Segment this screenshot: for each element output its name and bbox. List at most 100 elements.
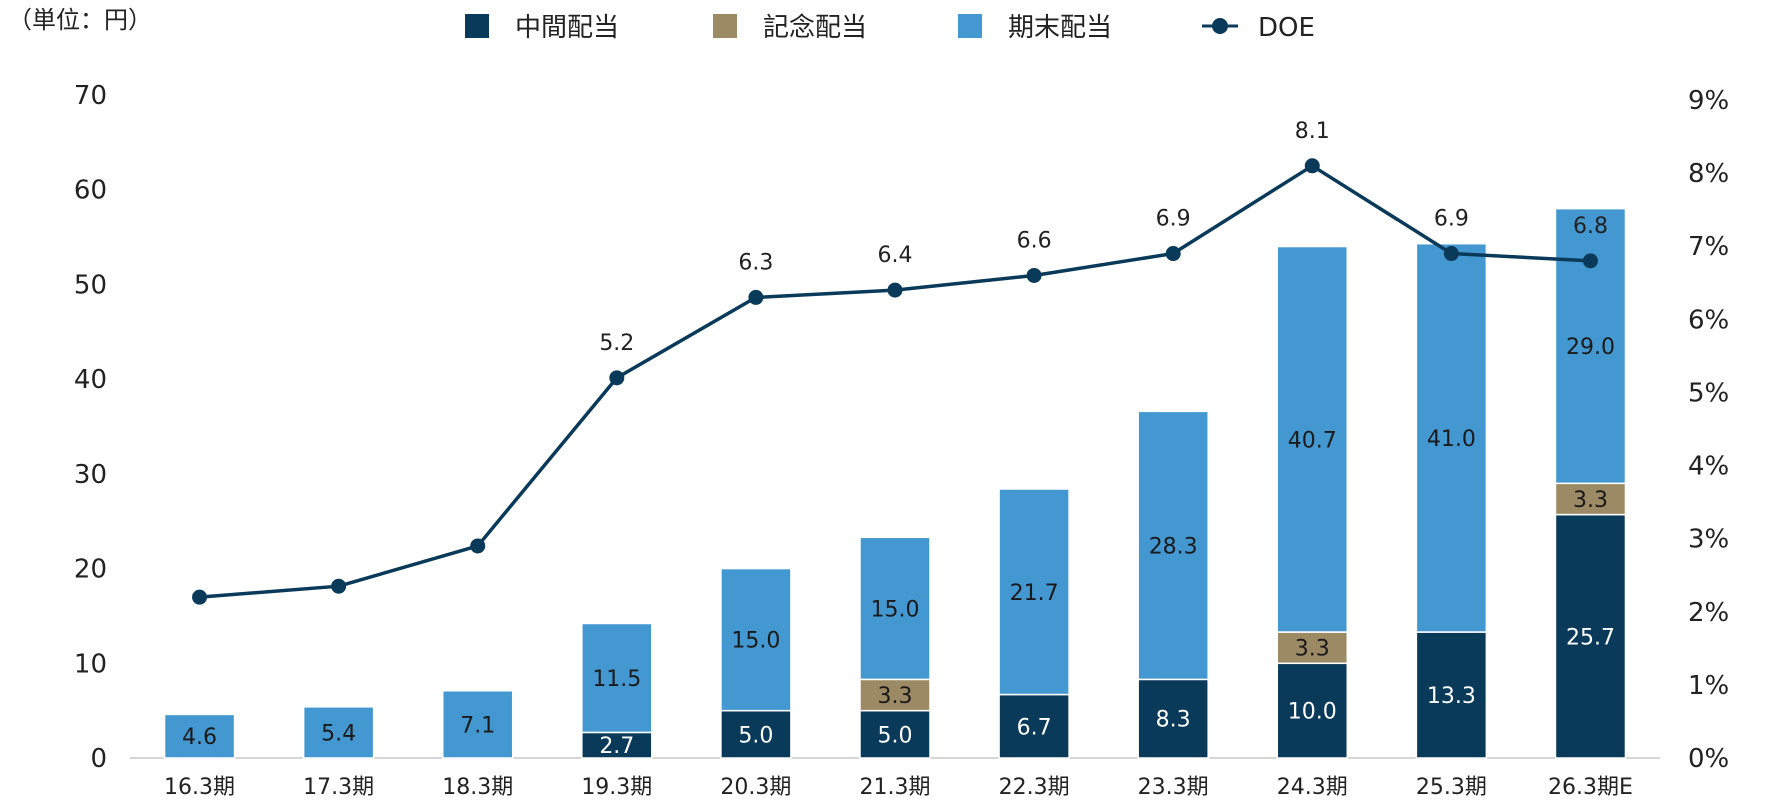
bar-segment <box>163 713 236 759</box>
bar-value-label: 3.3 <box>1295 637 1330 662</box>
doe-value-label: 8.1 <box>1295 119 1330 144</box>
bar-segment <box>1276 245 1349 633</box>
bar-segment <box>859 536 931 681</box>
x-category-label: 24.3期 <box>1277 775 1348 800</box>
bar-value-label: 5.4 <box>321 721 356 746</box>
bar-segment <box>998 488 1070 696</box>
x-category-label: 22.3期 <box>999 775 1070 800</box>
legend-label-4: DOE <box>1258 13 1315 43</box>
y-right-tick-label: 6% <box>1688 305 1729 335</box>
bar-value-labels: 4.6 5.4 7.1 2.7 11.5 5.0 15.0 5.0 3.3 15.0 6.7 21.7… <box>182 335 1615 759</box>
bar-value-label: 41.0 <box>1427 427 1476 452</box>
legend-label-3: 期末配当 <box>1008 13 1112 43</box>
doe-point <box>331 578 347 594</box>
doe-value-label: 6.9 <box>1434 207 1469 232</box>
bar-segment <box>1554 482 1627 516</box>
bar-value-label: 3.3 <box>878 684 913 709</box>
bar-value-label: 7.1 <box>460 713 495 738</box>
doe-point <box>1026 267 1042 283</box>
doe-value-label: 6.6 <box>1017 228 1052 253</box>
doe-point <box>887 282 903 298</box>
legend-swatch-3 <box>958 14 982 38</box>
bar-value-label: 29.0 <box>1566 335 1615 360</box>
bar-value-label: 13.3 <box>1427 684 1476 709</box>
x-category-label: 21.3期 <box>860 775 931 800</box>
bar-value-label: 6.7 <box>1017 715 1052 740</box>
bar-segment <box>1276 631 1349 665</box>
y-left-tick-label: 70 <box>74 81 107 111</box>
doe-point <box>1582 253 1598 269</box>
bar-value-label: 4.6 <box>182 725 217 750</box>
bar-value-label: 11.5 <box>592 667 641 692</box>
doe-value-label: 6.8 <box>1573 214 1608 239</box>
bar-segment <box>1415 631 1488 759</box>
legend-label-2: 記念配当 <box>763 13 867 43</box>
doe-line-series: 5.2 6.3 6.4 6.6 6.9 8.1 6.9 6.8 <box>192 119 1608 605</box>
doe-value-label: 6.9 <box>1156 207 1191 232</box>
bar-value-label: 15.0 <box>871 597 920 622</box>
bar-value-label: 2.7 <box>599 734 634 759</box>
x-category-label: 18.3期 <box>442 775 513 800</box>
y-left-tick-label: 0 <box>90 744 107 774</box>
bar-segment <box>1137 678 1209 759</box>
y-left-tick-label: 30 <box>74 460 107 490</box>
bar-segment <box>1276 662 1349 759</box>
x-category-label: 19.3期 <box>581 775 652 800</box>
y-left-tick-label: 50 <box>74 270 107 300</box>
bar-value-label: 3.3 <box>1573 488 1608 513</box>
doe-value-label: 6.3 <box>738 250 773 275</box>
y-right-tick-label: 2% <box>1688 598 1729 628</box>
doe-line <box>199 164 1591 599</box>
bar-segment <box>581 731 653 759</box>
bar-segment <box>720 709 792 759</box>
bar-value-label: 40.7 <box>1288 428 1337 453</box>
y-left-tick-label: 10 <box>74 649 107 679</box>
doe-point <box>609 370 625 386</box>
x-category-label: 17.3期 <box>303 775 374 800</box>
bar-value-label: 25.7 <box>1566 625 1615 650</box>
left-axis: 0 10 20 30 40 50 60 70 <box>74 81 107 774</box>
bar-segment <box>720 567 792 712</box>
bar-segment <box>1415 242 1488 633</box>
y-left-tick-label: 20 <box>74 555 107 585</box>
legend-swatch-1 <box>465 14 489 38</box>
x-category-label: 23.3期 <box>1138 775 1209 800</box>
x-category-label: 16.3期 <box>164 775 235 800</box>
legend-marker-doe <box>1212 18 1228 34</box>
y-right-tick-label: 7% <box>1688 232 1729 262</box>
y-right-tick-label: 9% <box>1688 86 1729 116</box>
bar-value-label: 15.0 <box>731 629 780 654</box>
bar-segment <box>859 678 931 712</box>
bar-segment <box>998 693 1070 759</box>
category-axis: 16.3期 17.3期 18.3期 19.3期 20.3期 21.3期 22.3期 23.3期… <box>164 775 1633 800</box>
legend: 中間配当 記念配当 期末配当 DOE <box>465 13 1315 43</box>
y-right-tick-label: 3% <box>1688 525 1729 555</box>
y-right-tick-label: 8% <box>1688 159 1729 189</box>
doe-point <box>1443 246 1459 262</box>
bar-value-label: 21.7 <box>1010 581 1059 606</box>
right-axis: 0% 1% 2% 3% 4% 5% 6% 7% 8% 9% <box>1688 86 1729 774</box>
y-right-tick-label: 1% <box>1688 671 1729 701</box>
bar-value-label: 8.3 <box>1156 708 1191 733</box>
bar-value-label: 5.0 <box>878 723 913 748</box>
bar-segment <box>1554 513 1627 759</box>
doe-value-label: 6.4 <box>878 243 913 268</box>
bar-segment <box>581 622 653 734</box>
doe-value-label: 5.2 <box>599 331 634 356</box>
bar-segment <box>859 709 931 759</box>
bar-value-label: 5.0 <box>738 723 773 748</box>
doe-point <box>748 289 764 305</box>
bar-stacks <box>163 207 1627 759</box>
bar-segment <box>441 690 514 759</box>
legend-swatch-2 <box>713 14 737 38</box>
doe-point <box>470 538 486 554</box>
doe-point <box>1304 158 1320 174</box>
y-right-tick-label: 5% <box>1688 378 1729 408</box>
x-category-label: 26.3期E <box>1548 775 1633 800</box>
y-left-tick-label: 40 <box>74 365 107 395</box>
x-category-label: 25.3期 <box>1416 775 1487 800</box>
legend-label-1: 中間配当 <box>515 13 619 43</box>
doe-point <box>1165 246 1181 262</box>
